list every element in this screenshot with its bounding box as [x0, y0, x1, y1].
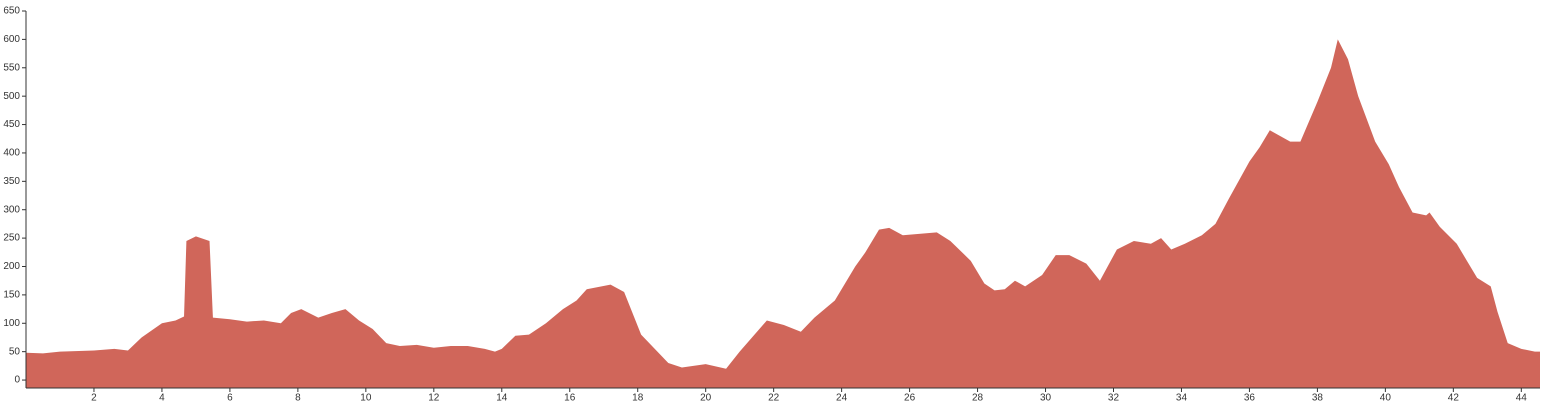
x-tick-label: 16 — [564, 393, 576, 404]
y-tick-label: 100 — [3, 318, 20, 329]
x-tick-label: 40 — [1380, 393, 1392, 404]
x-tick-label: 28 — [972, 393, 984, 404]
x-tick-label: 20 — [700, 393, 712, 404]
x-tick-label: 34 — [1176, 393, 1188, 404]
y-tick-label: 400 — [3, 148, 20, 159]
y-tick-label: 50 — [9, 346, 21, 357]
x-tick-label: 44 — [1516, 393, 1528, 404]
y-tick-label: 150 — [3, 290, 20, 301]
y-tick-label: 350 — [3, 176, 20, 187]
x-tick-label: 8 — [295, 393, 301, 404]
x-tick-label: 38 — [1312, 393, 1324, 404]
x-tick-label: 12 — [428, 393, 440, 404]
x-tick-label: 26 — [904, 393, 916, 404]
x-tick-label: 22 — [768, 393, 780, 404]
x-tick-label: 32 — [1108, 393, 1120, 404]
y-tick-label: 650 — [3, 6, 20, 17]
x-tick-label: 4 — [159, 393, 165, 404]
x-tick-label: 6 — [227, 393, 233, 404]
y-tick-label: 300 — [3, 204, 20, 215]
x-tick-label: 2 — [91, 393, 97, 404]
x-tick-label: 10 — [360, 393, 372, 404]
x-tick-label: 24 — [836, 393, 848, 404]
x-tick-label: 18 — [632, 393, 644, 404]
y-tick-label: 250 — [3, 233, 20, 244]
x-tick-label: 42 — [1448, 393, 1460, 404]
x-tick-label: 36 — [1244, 393, 1256, 404]
y-tick-label: 450 — [3, 119, 20, 130]
y-tick-label: 200 — [3, 261, 20, 272]
y-tick-label: 0 — [14, 375, 20, 386]
y-tick-label: 600 — [3, 34, 20, 45]
y-tick-label: 500 — [3, 91, 20, 102]
x-tick-label: 30 — [1040, 393, 1052, 404]
x-tick-label: 14 — [496, 393, 508, 404]
elevation-area — [26, 39, 1540, 388]
y-tick-label: 550 — [3, 62, 20, 73]
